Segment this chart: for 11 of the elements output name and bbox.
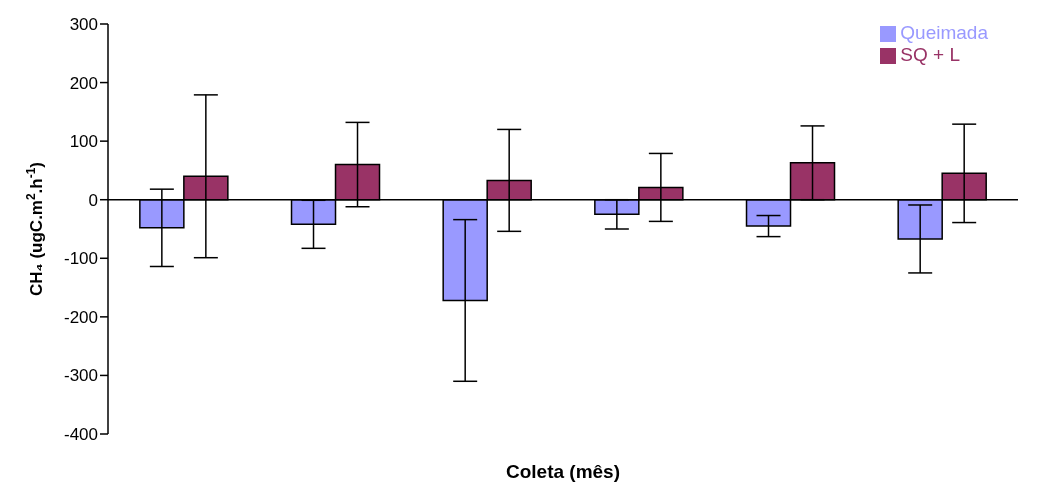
y-tick-label: 200 bbox=[69, 73, 98, 93]
legend-label: SQ + L bbox=[900, 44, 960, 65]
y-tick-label: -200 bbox=[63, 307, 98, 327]
y-tick-label: -100 bbox=[63, 249, 98, 269]
y-tick-label: -400 bbox=[63, 425, 98, 445]
y-tick-label: 100 bbox=[69, 132, 98, 152]
y-tick-label: 300 bbox=[69, 15, 98, 35]
y-tick-label: -300 bbox=[63, 366, 98, 386]
x-axis-title: Coleta (mês) bbox=[505, 461, 621, 482]
legend-label: Queimada bbox=[900, 22, 988, 43]
y-tick-label: 0 bbox=[88, 190, 98, 210]
